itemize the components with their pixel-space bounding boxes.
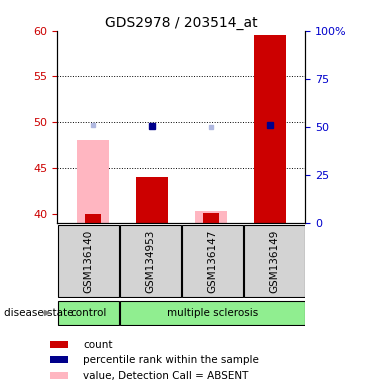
Bar — [253, 35, 286, 223]
Text: multiple sclerosis: multiple sclerosis — [166, 308, 258, 318]
Text: control: control — [70, 308, 107, 318]
FancyBboxPatch shape — [120, 225, 181, 297]
Text: GSM136140: GSM136140 — [83, 230, 93, 293]
Text: count: count — [83, 339, 112, 349]
Text: percentile rank within the sample: percentile rank within the sample — [83, 355, 259, 365]
Text: value, Detection Call = ABSENT: value, Detection Call = ABSENT — [83, 371, 248, 381]
Bar — [50, 372, 68, 379]
Text: GSM134953: GSM134953 — [145, 229, 155, 293]
FancyBboxPatch shape — [120, 301, 305, 325]
FancyBboxPatch shape — [244, 225, 305, 297]
Bar — [50, 341, 68, 348]
Bar — [77, 141, 109, 223]
Text: GSM136147: GSM136147 — [207, 229, 217, 293]
Bar — [85, 214, 101, 223]
FancyBboxPatch shape — [58, 301, 119, 325]
Text: GSM136149: GSM136149 — [269, 229, 279, 293]
Bar — [203, 213, 219, 223]
FancyBboxPatch shape — [58, 225, 119, 297]
Bar — [135, 177, 168, 223]
FancyBboxPatch shape — [182, 225, 243, 297]
Title: GDS2978 / 203514_at: GDS2978 / 203514_at — [105, 16, 258, 30]
Bar — [50, 356, 68, 363]
Bar — [195, 211, 227, 223]
Text: disease state: disease state — [4, 308, 73, 318]
